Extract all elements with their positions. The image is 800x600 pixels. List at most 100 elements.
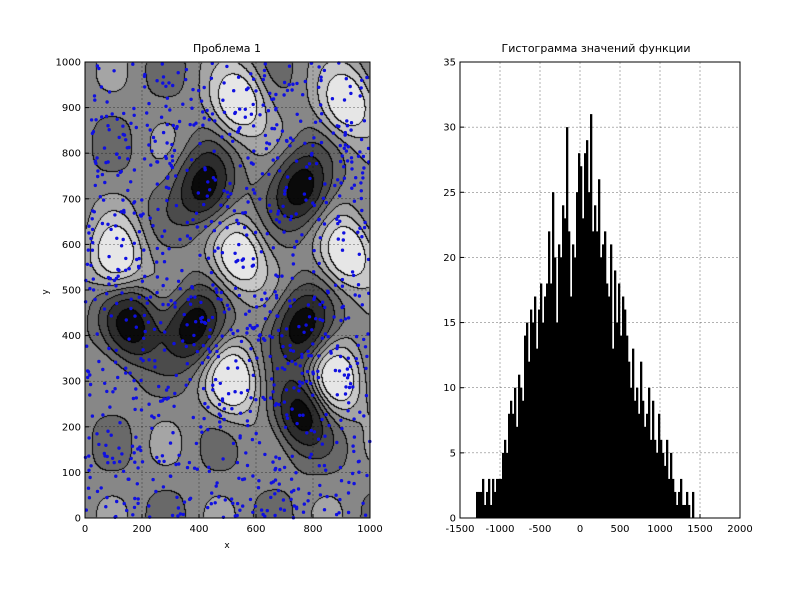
scatter-point [346,510,351,515]
scatter-point [220,334,224,338]
scatter-point [320,442,324,446]
scatter-point [187,460,192,465]
scatter-point [212,149,216,153]
scatter-point [136,501,140,506]
scatter-point [318,236,322,240]
scatter-point [220,251,225,255]
scatter-point [233,390,237,394]
contour-xtick-label: 600 [246,524,265,535]
scatter-point [274,402,278,406]
scatter-point [106,461,110,465]
scatter-point [338,194,342,198]
histogram-bar [674,491,677,518]
scatter-point [164,388,169,392]
scatter-point [343,392,348,396]
scatter-point [217,402,222,407]
scatter-point [129,121,133,126]
scatter-point [131,396,136,401]
scatter-point [195,349,200,354]
histogram-ytick-label: 35 [443,58,456,69]
scatter-point [351,273,356,278]
histogram-bar [628,361,631,518]
contour-xtick-label: 1000 [357,524,382,535]
scatter-point [127,337,131,341]
scatter-point [118,460,122,464]
scatter-point [203,401,207,406]
scatter-point [335,217,339,221]
scatter-point [354,357,358,361]
scatter-point [366,146,371,151]
scatter-point [365,354,369,359]
scatter-point [114,284,118,288]
scatter-point [146,320,151,324]
scatter-point [142,248,146,252]
histogram-bar [572,244,575,518]
scatter-point [324,412,328,417]
scatter-point [249,72,253,76]
scatter-point [245,233,249,237]
scatter-point [219,290,223,295]
scatter-point [282,93,286,97]
histogram-bar [618,283,621,518]
scatter-point [249,396,253,400]
histogram-bar [680,478,683,518]
scatter-point [201,123,205,127]
histogram-bar [596,231,599,518]
scatter-point [167,247,171,251]
scatter-point [222,417,226,422]
scatter-point [141,212,145,216]
scatter-point [291,82,295,86]
scatter-point [323,332,328,336]
scatter-point [263,514,267,518]
scatter-point [359,137,364,142]
scatter-point [262,68,267,73]
scatter-point [161,251,165,256]
scatter-point [197,88,201,93]
scatter-point [251,124,256,128]
scatter-point [151,224,155,228]
scatter-point [243,225,247,230]
scatter-point [347,401,351,405]
scatter-point [231,501,235,505]
scatter-point [287,83,291,87]
scatter-point [217,412,221,416]
histogram-bar [648,387,651,518]
scatter-point [222,407,226,411]
scatter-point [290,276,294,280]
contour-ytick-label: 700 [62,194,81,205]
scatter-point [295,81,299,86]
scatter-point [233,251,237,255]
scatter-point [114,474,118,478]
scatter-point [257,479,261,483]
scatter-point [120,452,124,456]
histogram-bar [556,322,559,518]
scatter-point [193,295,197,299]
scatter-point [326,289,330,293]
scatter-point [271,390,275,394]
scatter-point [356,460,361,464]
scatter-point [203,321,208,325]
scatter-point [148,128,152,132]
scatter-point [332,315,336,319]
scatter-point [147,143,151,147]
histogram-bar [558,244,561,518]
scatter-point [117,156,122,160]
scatter-point [140,279,145,283]
scatter-point [233,110,238,115]
scatter-point [93,98,97,102]
scatter-point [269,481,273,485]
scatter-point [298,384,302,388]
scatter-point [268,354,272,359]
scatter-point [166,396,171,400]
scatter-point [337,369,342,373]
scatter-point [172,148,177,153]
scatter-point [87,231,91,235]
scatter-point [245,463,250,468]
scatter-point [101,367,105,372]
scatter-point [157,413,161,418]
contour-ytick-label: 400 [62,331,81,342]
scatter-point [184,383,188,387]
scatter-point [234,359,238,363]
scatter-point [177,462,181,466]
scatter-point [91,130,96,134]
